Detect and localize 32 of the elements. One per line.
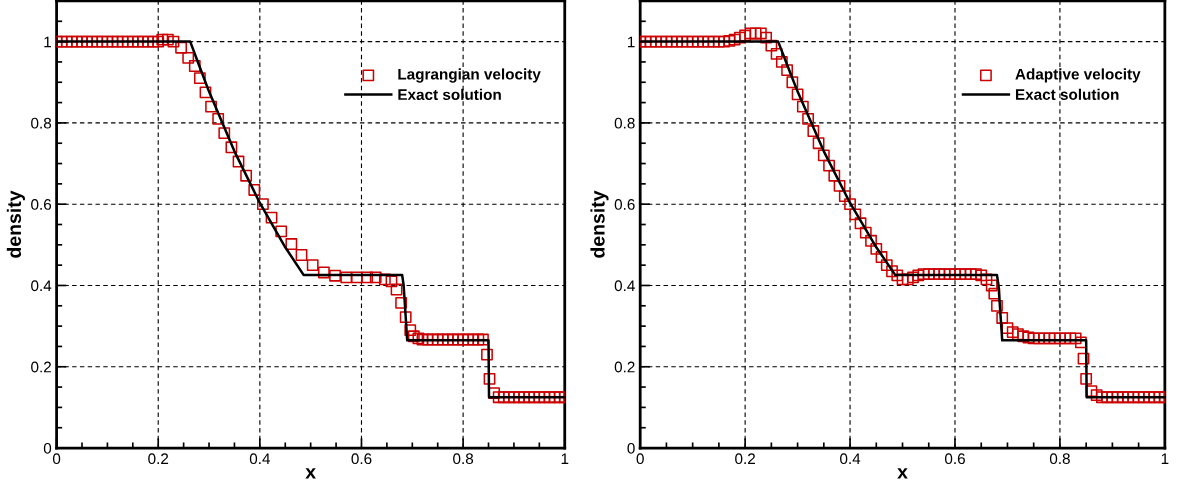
y-tick-label: 0.2 [31,361,51,373]
x-tick-label: 0 [52,453,61,465]
y-axis-title: density [6,190,25,258]
y-tick-label: 0.8 [31,117,52,129]
y-tick-label: 0.4 [31,280,52,292]
y-tick-label: 0.6 [31,199,52,210]
x-tick-label: 0.4 [249,453,271,465]
legend-label: Exact solution [1015,88,1119,100]
y-tick-label: 0.4 [614,280,635,292]
x-tick-label: 0.2 [148,453,169,465]
x-tick-label: 1 [1161,453,1169,464]
x-tick-label: 0.8 [1049,453,1070,465]
x-tick-label: 0.8 [453,453,474,465]
y-tick-label: 1 [44,36,51,48]
legend-label: Lagrangian velocity [398,68,541,83]
x-tick-label: 0.4 [840,453,861,465]
x-tick-label: 0.6 [944,453,965,465]
x-tick-label: 0.2 [735,453,755,465]
x-axis-title: x [305,468,316,479]
x-tick-label: 1 [561,453,569,464]
y-tick-label: 0 [627,442,635,454]
x-tick-label: 0 [636,453,644,465]
legend-label: Adaptive velocity [1015,68,1141,83]
legend-label: Exact solution [398,88,501,101]
y-tick-label: 0 [43,442,52,454]
y-axis-title: density [590,190,609,258]
y-tick-label: 0.2 [614,361,635,373]
x-tick-label: 0.6 [351,453,372,465]
y-tick-label: 0.8 [614,117,635,129]
y-tick-label: 1 [628,36,635,48]
x-axis-title: x [897,468,908,479]
y-tick-label: 0.6 [614,199,635,210]
